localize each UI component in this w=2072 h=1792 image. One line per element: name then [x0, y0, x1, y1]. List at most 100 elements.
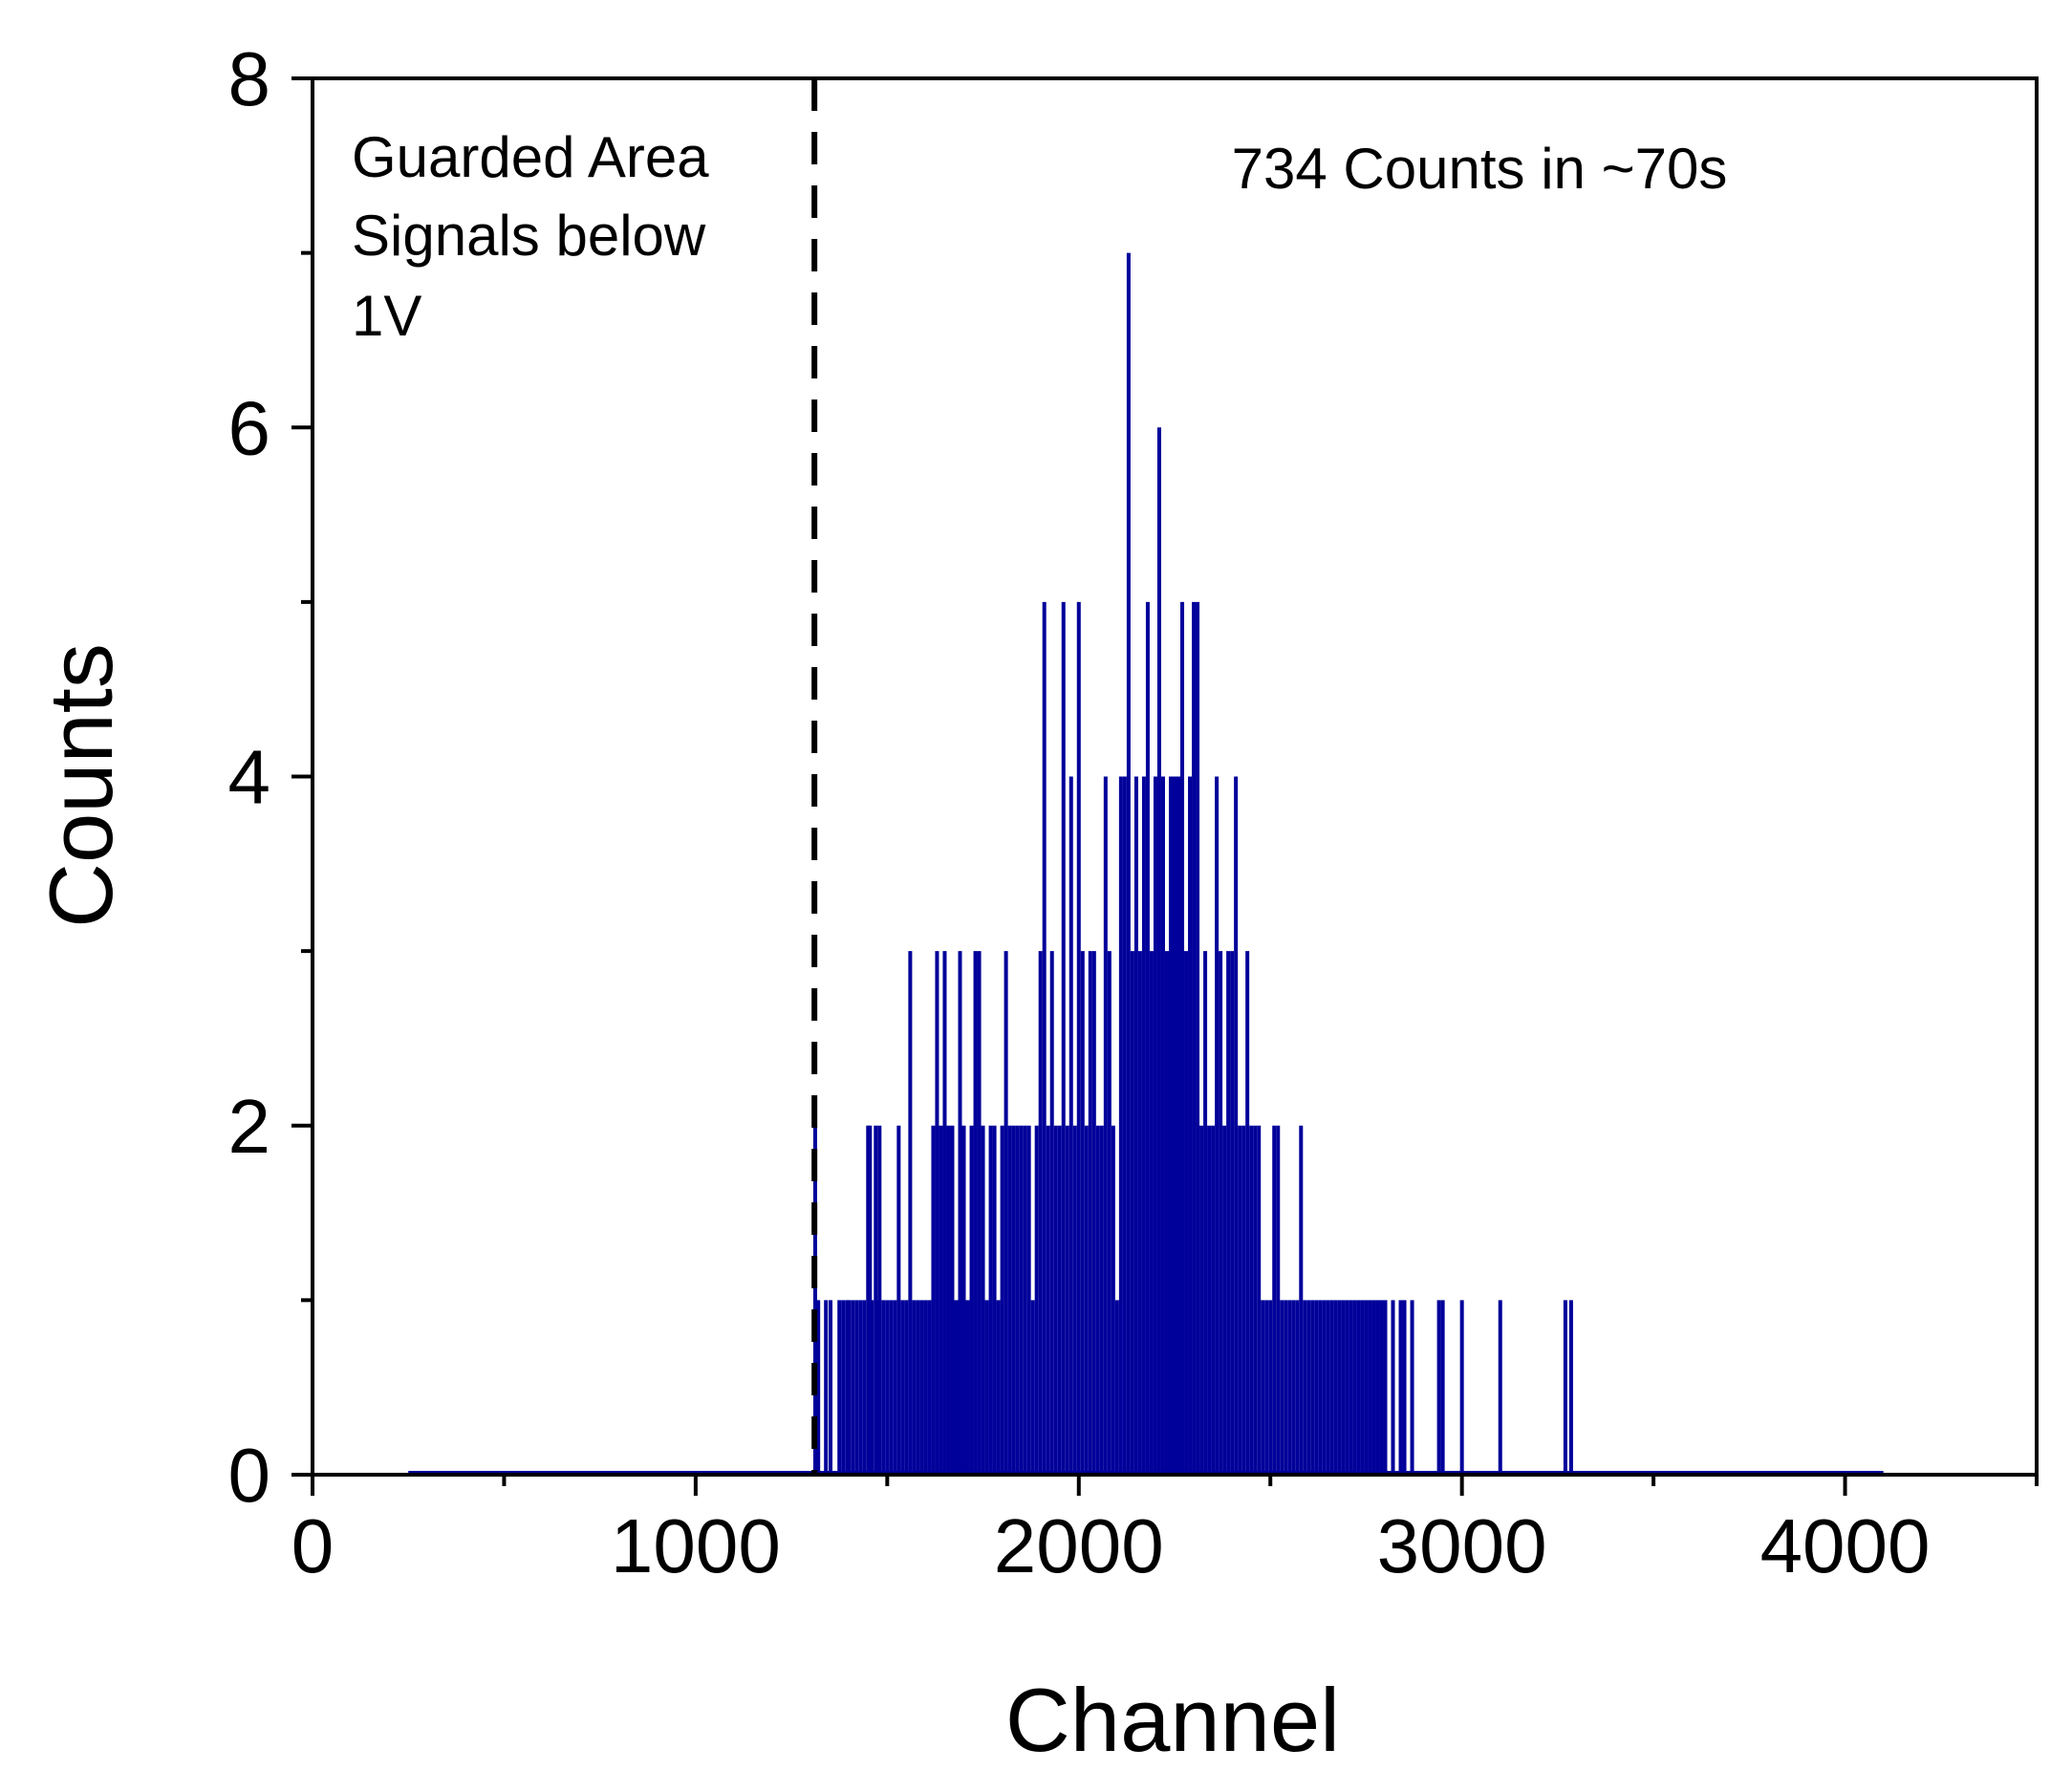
- histogram-bar: [969, 1125, 974, 1475]
- histogram-bar: [923, 1300, 928, 1475]
- histogram-bar: [919, 1300, 924, 1475]
- histogram-bar: [1011, 1125, 1016, 1475]
- histogram-bar: [1184, 951, 1189, 1475]
- histogram-bar: [1326, 1300, 1330, 1475]
- histogram-bar: [1391, 1300, 1395, 1475]
- histogram-bar: [1015, 1125, 1020, 1475]
- histogram-bar: [1156, 427, 1161, 1475]
- histogram-bar: [847, 1300, 852, 1475]
- histogram-bar: [824, 1300, 829, 1475]
- histogram-bar: [1368, 1300, 1372, 1475]
- histogram-bar: [1440, 1300, 1445, 1475]
- histogram-bar: [927, 1300, 932, 1475]
- histogram-bar: [862, 1300, 867, 1475]
- histogram-bar: [1337, 1300, 1342, 1475]
- histogram-bar: [1099, 1125, 1104, 1475]
- x-tick-label: 2000: [994, 1503, 1164, 1588]
- x-tick-label: 1000: [611, 1503, 781, 1588]
- histogram-bar: [1568, 1300, 1573, 1475]
- histogram-bar: [1065, 1125, 1069, 1475]
- histogram-bar: [1196, 601, 1200, 1475]
- x-tick-label: 3000: [1377, 1503, 1547, 1588]
- histogram-bar: [1030, 1300, 1035, 1475]
- histogram-bar: [1329, 1300, 1334, 1475]
- histogram-bar: [1034, 1125, 1039, 1475]
- histogram-bar: [1076, 601, 1081, 1475]
- x-tick-label: 0: [291, 1503, 335, 1588]
- histogram-bar: [1122, 776, 1127, 1475]
- histogram-bar: [841, 1300, 846, 1475]
- histogram-bar: [973, 951, 978, 1475]
- histogram-bar: [1238, 1125, 1242, 1475]
- histogram-bar: [889, 1300, 894, 1475]
- histogram-bar: [1272, 1125, 1277, 1475]
- histogram-bar: [1398, 1300, 1403, 1475]
- histogram-bar: [981, 1125, 985, 1475]
- annotation-1v: 1V: [352, 284, 421, 348]
- histogram-bar: [1103, 776, 1108, 1475]
- histogram-bar: [1007, 1125, 1012, 1475]
- histogram-bar: [1563, 1300, 1567, 1475]
- histogram-bar: [1245, 951, 1250, 1475]
- histogram-bar: [1000, 1125, 1004, 1475]
- histogram-bar: [1180, 601, 1185, 1475]
- histogram-bar: [1379, 1300, 1384, 1475]
- annotation-signals-below: Signals below: [352, 204, 706, 268]
- histogram-bar: [1280, 1300, 1284, 1475]
- histogram-bar: [961, 1125, 966, 1475]
- histogram-bar: [1176, 776, 1181, 1475]
- histogram-bar: [1360, 1300, 1365, 1475]
- histogram-bar: [950, 1125, 955, 1475]
- histogram-bar: [1402, 1300, 1407, 1475]
- histogram-bar: [1053, 1125, 1058, 1475]
- histogram-bar: [931, 1125, 936, 1475]
- histogram-bar: [1322, 1300, 1327, 1475]
- histogram-bar: [1349, 1300, 1353, 1475]
- histogram-bar: [1284, 1300, 1288, 1475]
- histogram-bar: [877, 1125, 882, 1475]
- histogram-bar: [816, 1300, 821, 1475]
- histogram-bar: [908, 951, 913, 1475]
- histogram-bar: [1019, 1125, 1024, 1475]
- y-axis-title: Counts: [31, 643, 131, 928]
- histogram-bar: [1230, 951, 1235, 1475]
- histogram-bar: [1264, 1300, 1269, 1475]
- histogram-bar: [977, 951, 982, 1475]
- histogram-bar: [1023, 1125, 1027, 1475]
- histogram-bar: [1091, 951, 1096, 1475]
- histogram-bar: [1026, 1125, 1031, 1475]
- y-tick-label: 2: [228, 1084, 271, 1169]
- annotation-total-counts: 734 Counts in ~70s: [1232, 137, 1728, 201]
- histogram-bar: [851, 1300, 855, 1475]
- histogram-bar: [1160, 776, 1165, 1475]
- histogram-bar: [935, 951, 939, 1475]
- histogram-bar: [1088, 951, 1092, 1475]
- histogram-bar: [1257, 1125, 1262, 1475]
- histogram-bar: [1333, 1300, 1338, 1475]
- histogram-bar: [881, 1300, 886, 1475]
- histogram-bar: [988, 1125, 993, 1475]
- histogram-bar: [1261, 1300, 1265, 1475]
- histogram-bar: [828, 1300, 833, 1475]
- histogram-bar: [1356, 1300, 1361, 1475]
- histogram-bar: [885, 1300, 890, 1475]
- x-axis-title: Channel: [1005, 1670, 1340, 1770]
- histogram-bar: [870, 1300, 874, 1475]
- tick-labels: 0 1000 2000 3000 4000 0 2 4 6 8: [228, 36, 1931, 1588]
- histogram-bar: [1287, 1300, 1292, 1475]
- y-tick-label: 6: [228, 385, 271, 470]
- histogram-bar: [1203, 951, 1208, 1475]
- histogram-bar: [1291, 1300, 1296, 1475]
- histogram-bar: [900, 1300, 905, 1475]
- histogram-bar: [1222, 1125, 1227, 1475]
- histogram-bar: [984, 1300, 989, 1475]
- histogram-bar: [1080, 951, 1085, 1475]
- histogram-bar: [1226, 951, 1231, 1475]
- histogram-bar: [1192, 601, 1197, 1475]
- histogram-bar: [1141, 776, 1146, 1475]
- histogram-bar: [1133, 776, 1138, 1475]
- histogram-bar: [837, 1300, 842, 1475]
- histogram-bar: [1084, 1125, 1089, 1475]
- histogram-bar: [1153, 776, 1157, 1475]
